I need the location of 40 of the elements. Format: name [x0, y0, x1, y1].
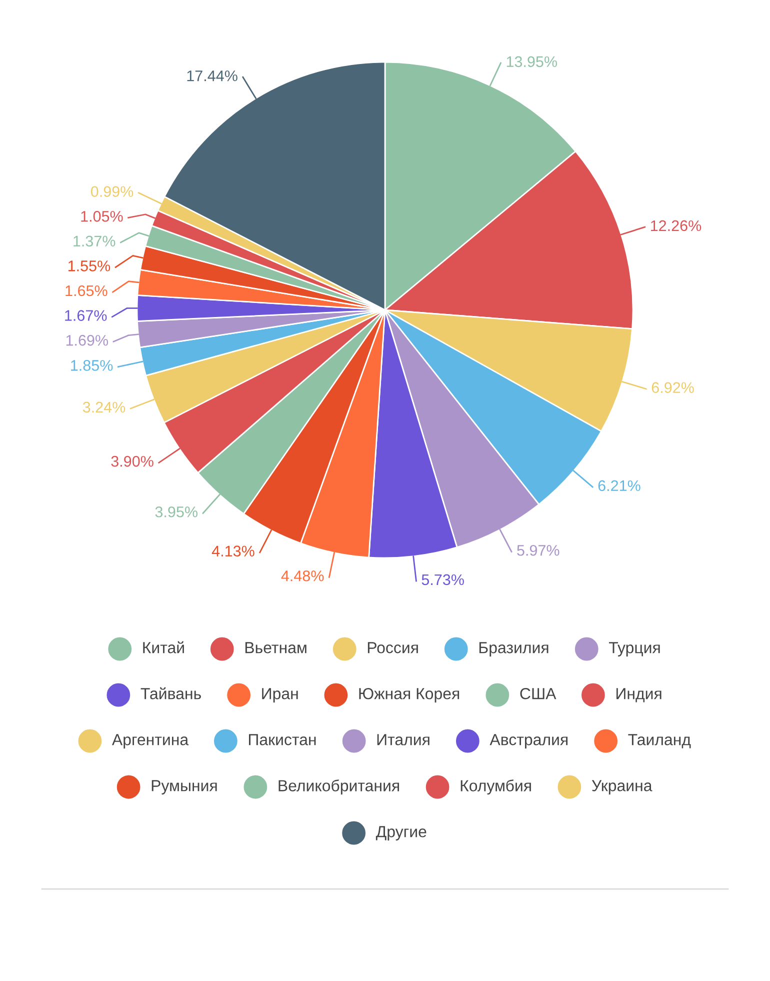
legend-label: США — [520, 688, 556, 700]
data-label: 12.26% — [650, 220, 702, 232]
data-label: 0.99% — [90, 186, 134, 197]
data-label: 1.55% — [68, 260, 110, 272]
data-label: 3.95% — [155, 506, 198, 518]
data-label: 4.48% — [281, 570, 324, 582]
data-label: 1.85% — [71, 360, 113, 371]
data-label: 4.13% — [212, 546, 254, 557]
legend-label: Аргентина — [112, 734, 189, 748]
data-label: 13.95% — [506, 56, 557, 68]
legend-label: Индия — [616, 688, 662, 702]
data-label: 1.05% — [81, 210, 123, 222]
legend-label: Украина — [592, 780, 652, 794]
legend-label: Бразилия — [479, 642, 548, 656]
data-label: 1.67% — [65, 310, 107, 321]
data-label: 1.69% — [66, 334, 108, 346]
legend-label: Россия — [368, 642, 418, 654]
legend-label: Италия — [377, 734, 430, 746]
data-label: 5.97% — [517, 544, 560, 556]
data-label: 6.21% — [598, 480, 640, 492]
legend-label: Колумбия — [460, 779, 531, 795]
legend-label: Австралия — [490, 734, 568, 748]
data-label: 1.65% — [66, 285, 108, 296]
legend-label: Китай — [143, 641, 184, 654]
legend-label: Румыния — [152, 780, 217, 794]
data-label: 5.73% — [422, 574, 464, 586]
data-label: 3.24% — [82, 402, 126, 413]
legend-label: Таиланд — [628, 734, 691, 748]
data-label: 1.37% — [74, 236, 116, 247]
legend-label: Южная Корея — [359, 688, 460, 702]
data-label: 3.90% — [111, 456, 154, 467]
data-label: 6.92% — [652, 382, 694, 394]
legend-label: Тайвань — [140, 687, 201, 700]
legend-label: Великобритания — [278, 779, 399, 795]
legend-label: Вьетнам — [245, 642, 306, 654]
data-label: 17.44% — [187, 70, 238, 82]
legend-label: Турция — [608, 642, 660, 656]
legend-label: Иран — [262, 688, 298, 702]
legend-label: Пакистан — [248, 734, 316, 746]
legend-label: Другие — [376, 826, 426, 840]
